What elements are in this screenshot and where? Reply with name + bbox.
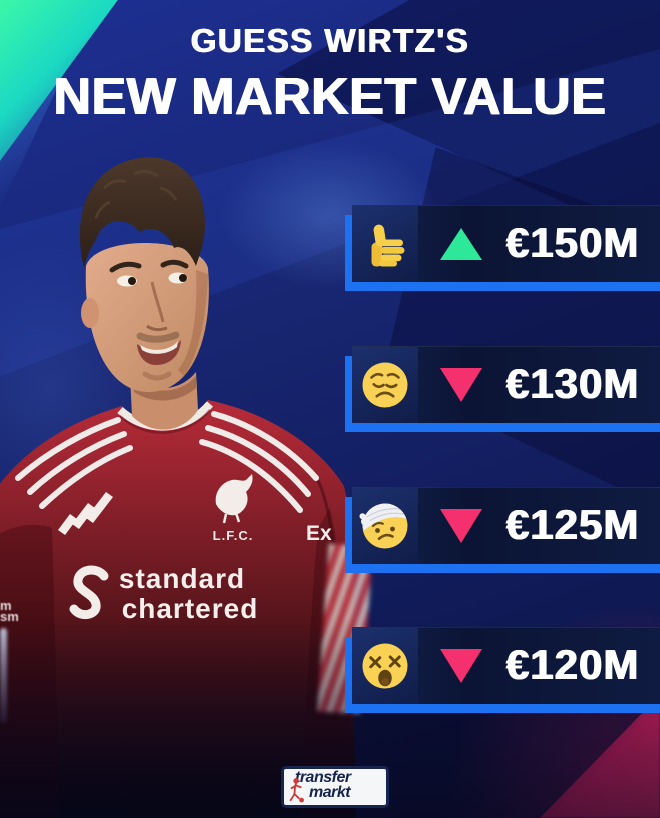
dizzy-face-emoji [352,628,418,704]
option-value: €130M [506,360,640,407]
up-triangle-icon [440,228,482,260]
crest-text: L.F.C. [213,528,254,543]
option-row-120m[interactable]: €120M [345,627,660,713]
sponsor-line1: standard [119,563,245,594]
option-row-130m[interactable]: €130M [345,346,660,432]
transfermarkt-logo: transfer markt [281,766,389,808]
headline-line2: NEW MARKET VALUE [53,68,607,126]
adidas-logo-icon [58,492,113,535]
adidas-shoulder-stripes [15,411,319,513]
sponsor-line2: chartered [122,593,259,624]
option-value: €125M [506,501,640,548]
down-triangle-icon [440,509,482,543]
sponsor-mark [69,565,109,620]
lfc-crest: L.F.C. [213,474,254,543]
headline-line1: GUESS WIRTZ'S [190,22,470,59]
headline: GUESS WIRTZ'S NEW MARKET VALUE [0,22,660,127]
option-value: €150M [506,219,640,266]
option-value: €120M [506,641,640,688]
worried-face-emoji [352,347,418,423]
sleeve-patch-text: Ex [306,522,332,545]
down-triangle-icon [440,368,482,402]
footballer-figure-icon [289,778,304,803]
head-bandage-face-emoji [352,488,418,564]
ear [81,298,99,328]
facial-features [109,259,189,381]
option-row-125m[interactable]: €125M [345,487,660,573]
thumbs-up-emoji [352,206,418,282]
down-triangle-icon [440,649,482,683]
face [85,242,209,393]
background-light-streak [0,628,7,723]
hair [79,157,205,268]
background-ad-board-text: m sm [0,598,19,624]
logo-text-line2: markt [309,784,351,801]
jersey-left-arm-shadow [0,525,60,818]
option-row-150m[interactable]: €150M [345,205,660,291]
